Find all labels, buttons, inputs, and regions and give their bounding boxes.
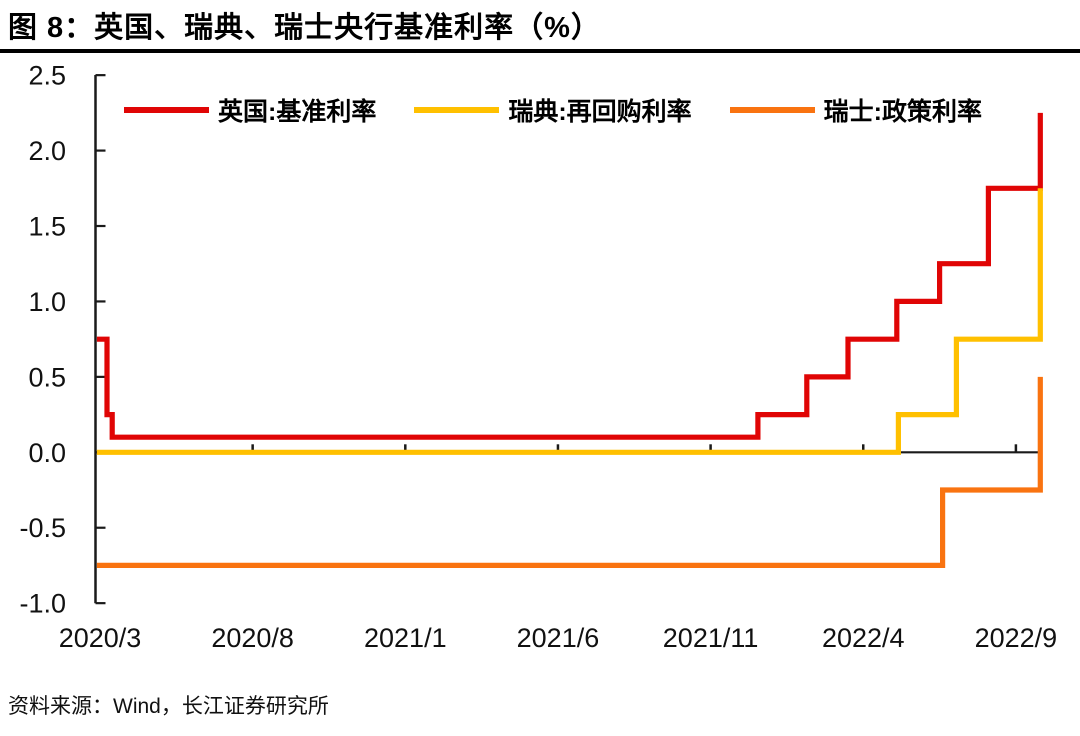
legend-swatch-icon [729, 107, 815, 113]
chart-legend: 英国:基准利率 瑞典:再回购利率 瑞士:政策利率 [124, 92, 982, 128]
y-axis-tick-label: -1.0 [19, 589, 66, 619]
series-line-3 [96, 376, 1043, 568]
x-axis-tick-label: 2022/4 [822, 623, 905, 653]
x-axis-tick-label: 2020/8 [211, 623, 294, 653]
x-axis-tick-label: 2021/6 [517, 623, 600, 653]
x-axis-tick-label: 2021/11 [663, 623, 759, 653]
y-axis-tick-label: 1.0 [28, 287, 66, 317]
legend-item-2: 瑞典:再回购利率 [414, 92, 692, 128]
legend-item-1: 英国:基准利率 [124, 92, 376, 128]
y-axis-tick-label: 0.0 [28, 438, 66, 468]
legend-label: 瑞士:政策利率 [823, 98, 982, 126]
legend-label: 瑞典:再回购利率 [508, 98, 692, 126]
legend-item-3: 瑞士:政策利率 [729, 92, 982, 128]
legend-swatch-icon [124, 107, 209, 113]
x-axis-tick-label: 2021/1 [364, 623, 447, 653]
rate-step-chart: 2.5 2.0 1.5 1.0 0.5 0.0 -0.5 -1.0 2020/3 2020/8 20… [19, 61, 1058, 653]
figure-title: 图 8：英国、瑞典、瑞士央行基准利率（%） [8, 12, 601, 44]
y-axis-tick-label: 1.5 [28, 211, 66, 241]
x-axis-tick-label: 2022/9 [975, 623, 1058, 653]
series-line-1 [96, 112, 1043, 440]
series-line-2 [96, 188, 1043, 455]
y-axis-tick-label: 2.0 [28, 136, 66, 166]
legend-label: 英国:基准利率 [218, 98, 377, 126]
x-axis-tick-label: 2020/3 [59, 623, 142, 653]
title-divider [0, 49, 1080, 53]
y-axis-tick-label: -0.5 [19, 513, 66, 543]
source-note: 资料来源：Wind，长江证券研究所 [8, 695, 329, 718]
y-axis-tick-label: 2.5 [28, 61, 66, 91]
y-axis-tick-label: 0.5 [28, 362, 66, 392]
legend-swatch-icon [414, 107, 500, 113]
